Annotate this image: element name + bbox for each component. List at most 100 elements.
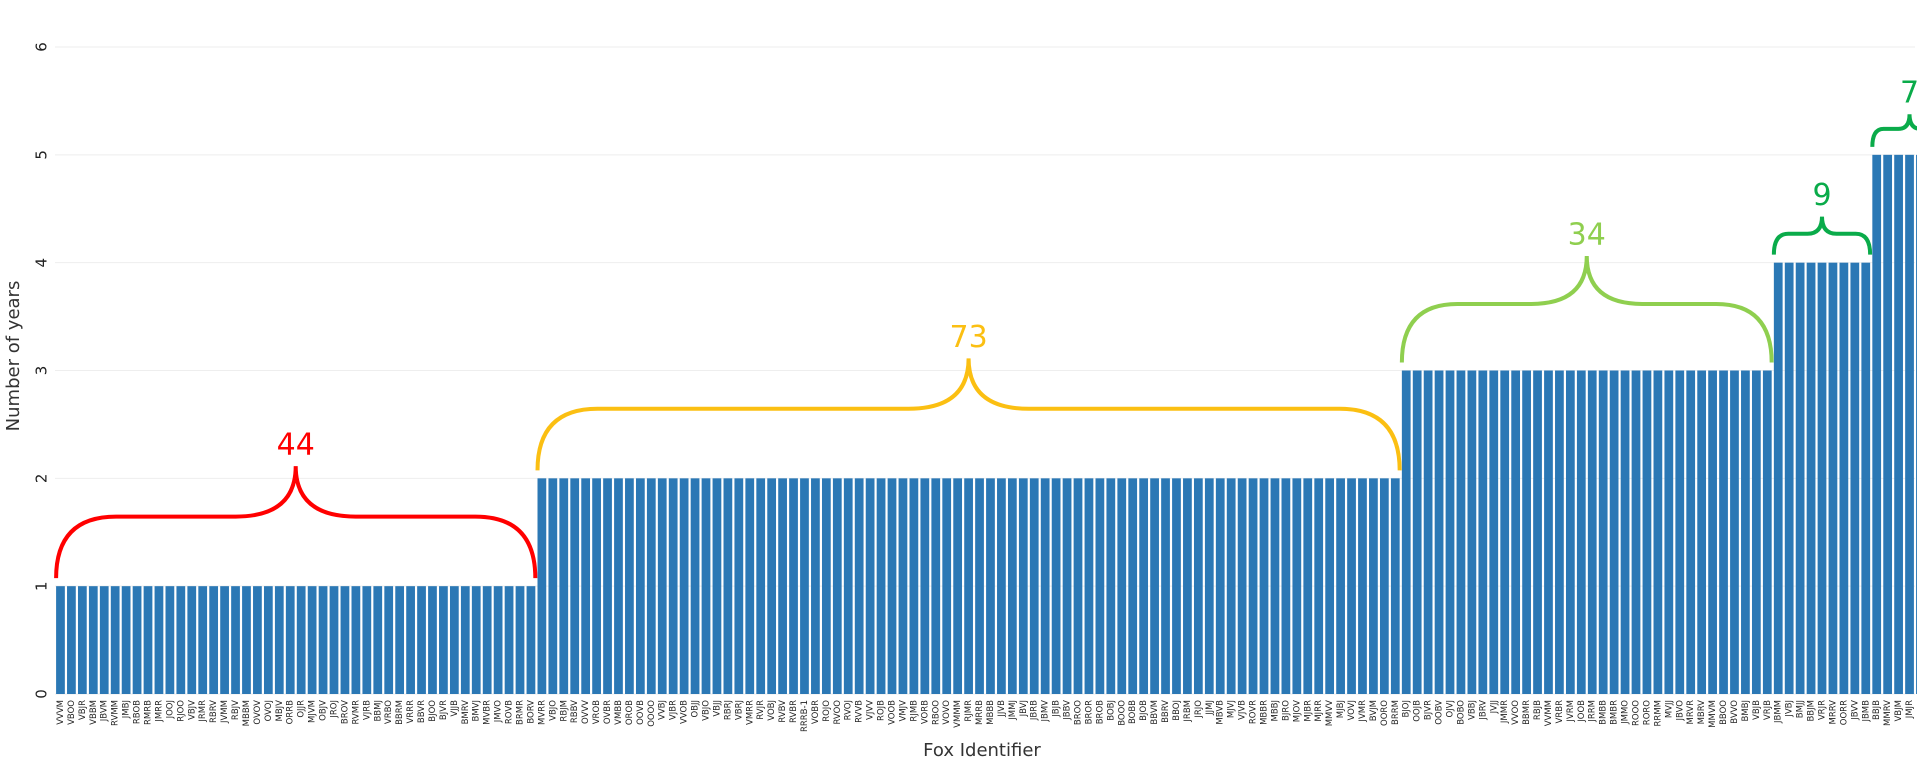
x-tick-label: VBBM (89, 700, 99, 725)
bar (1073, 478, 1083, 694)
bar (198, 586, 208, 694)
bar (493, 586, 503, 694)
x-tick-label: BOOO (1117, 700, 1127, 726)
x-tick-label: MBVB (1216, 700, 1226, 725)
bar (975, 478, 984, 694)
bar (800, 478, 809, 694)
x-tick-label: JJMJ (1205, 700, 1215, 716)
x-tick-label: VJVB (1238, 700, 1248, 720)
x-tick-label: JRRM (1588, 700, 1598, 723)
x-tick-label: JROJ (330, 700, 340, 719)
x-tick-label: VMBB (614, 700, 624, 725)
x-tick-label: OBJV (319, 700, 329, 721)
y-tick-label: 2 (33, 474, 51, 484)
x-tick-label: BROB (1095, 700, 1105, 724)
bar (1303, 478, 1313, 694)
x-tick-label: MMVV (1325, 700, 1335, 726)
x-tick-label: VBJO (548, 700, 558, 721)
x-tick-label: BRRM (1391, 700, 1401, 725)
bar (1226, 478, 1236, 694)
bar (318, 586, 328, 694)
x-tick-label: ROJO (822, 700, 832, 722)
x-tick-label: OVOJ (264, 700, 274, 721)
bar (1018, 478, 1028, 694)
bar (253, 586, 262, 694)
x-tick-label: VBJM (1894, 700, 1904, 722)
bar (1161, 478, 1170, 694)
bar (1664, 370, 1674, 694)
bar (220, 586, 229, 694)
bar (734, 478, 744, 694)
bar (832, 478, 842, 694)
bar (1423, 370, 1433, 694)
x-tick-label: VMRR (745, 700, 755, 725)
bar (1533, 370, 1542, 694)
x-tick-label: VBJV (187, 700, 197, 720)
bar (1456, 370, 1466, 694)
bar (811, 478, 820, 694)
x-axis-label: Fox Identifier (923, 740, 1041, 761)
bar (471, 586, 481, 694)
x-tick-label: VMJV (898, 700, 908, 722)
x-tick-label: RVBR (789, 700, 799, 723)
x-tick-label: VVVM (56, 700, 66, 725)
bar (143, 586, 153, 694)
x-tick-label: OVOV (253, 700, 263, 725)
bar (1117, 478, 1127, 694)
bar (821, 478, 831, 694)
x-tick-label: OROB (625, 700, 635, 725)
x-tick-label: JMMJ (1008, 700, 1018, 721)
x-tick-label: MJBR (1303, 700, 1313, 722)
x-tick-label: BVJM (1369, 700, 1379, 721)
bar (789, 478, 798, 694)
bar (1905, 154, 1914, 695)
x-tick-label: OJJR (297, 700, 307, 718)
bar (548, 478, 558, 694)
bar (395, 586, 405, 694)
bar (690, 478, 700, 694)
x-tick-label: BJVR (1424, 700, 1434, 720)
bar (209, 586, 219, 694)
bar (1106, 478, 1116, 694)
x-tick-label: MJVM (308, 700, 318, 723)
x-tick-label: RVOJ (844, 700, 854, 720)
x-tick-label: MBJV (275, 700, 285, 722)
x-tick-label: RBOB (133, 700, 143, 724)
bar (1719, 370, 1728, 694)
annotation: 44 (277, 428, 315, 463)
bar (187, 586, 197, 694)
bar (1708, 370, 1717, 694)
bar (964, 478, 973, 694)
x-tick-label: VOVO (942, 700, 952, 725)
bar (1828, 262, 1838, 694)
annotation: 73 (949, 320, 987, 355)
bar (1598, 370, 1608, 694)
bar (1522, 370, 1531, 694)
x-tick-label: OOOO (647, 700, 657, 727)
bar (1806, 262, 1816, 694)
x-tick-label: JBVV (1850, 700, 1860, 721)
x-tick-label: BBMR (1522, 700, 1532, 725)
x-tick-label: JMMR (1500, 700, 1510, 724)
x-tick-label: JBRB (1030, 700, 1040, 721)
x-tick-label: ROOO (1632, 700, 1642, 726)
x-tick-label: MRVR (1686, 700, 1696, 725)
x-tick-label: JBVM (100, 700, 110, 722)
x-tick-label: OOJB (1413, 700, 1423, 722)
bar (515, 586, 525, 694)
x-tick-label: RVJR (756, 700, 766, 720)
x-tick-label: VRJB (1763, 700, 1773, 720)
x-tick-label: ROVR (1249, 700, 1259, 724)
bar (876, 478, 886, 694)
bar (99, 586, 109, 694)
y-tick-label: 3 (33, 366, 51, 376)
y-tick-label: 0 (33, 689, 51, 699)
x-tick-label: OVBR (603, 700, 613, 724)
x-tick-label: VOBJ (767, 700, 777, 721)
x-tick-label: VRBR (1555, 700, 1565, 724)
x-tick-label: JVBJ (1785, 700, 1795, 718)
x-tick-label: OBJJ (691, 700, 701, 718)
x-tick-label: BJOO (428, 700, 438, 722)
x-tick-label: BBRM (395, 700, 405, 725)
bar (953, 478, 963, 694)
